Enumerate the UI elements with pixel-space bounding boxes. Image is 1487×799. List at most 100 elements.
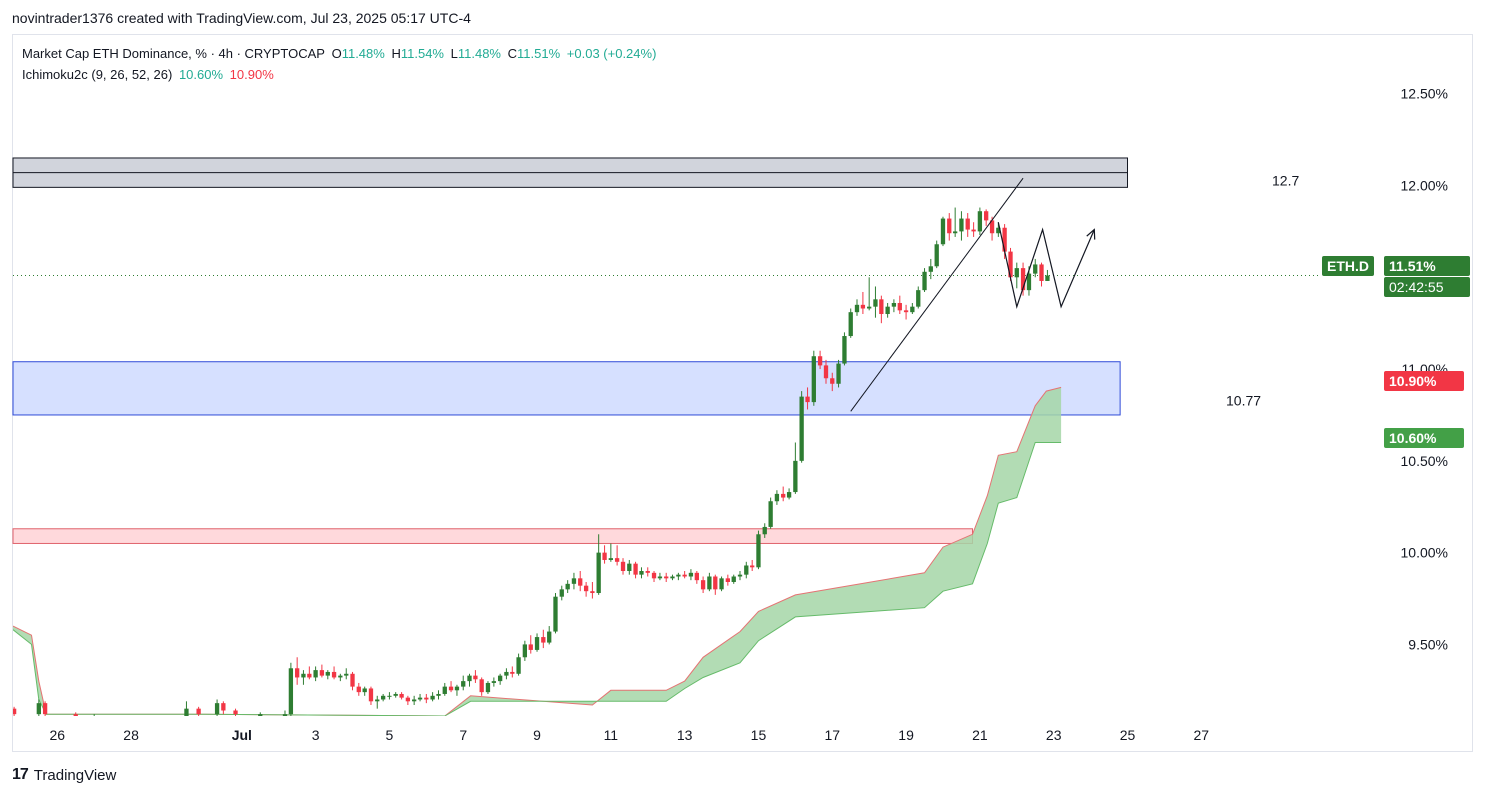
x-tick-label: 9	[533, 727, 541, 743]
legend-open-label: O	[331, 46, 342, 61]
candle-body	[922, 271, 927, 291]
legend-title: Market Cap ETH Dominance, % · 4h · CRYPT…	[22, 46, 325, 61]
candle-body	[639, 570, 644, 575]
candle-body	[627, 563, 632, 571]
candle-body	[670, 576, 675, 579]
legend-high-label: H	[391, 46, 401, 61]
candle-body	[657, 576, 663, 579]
candle-body	[768, 501, 773, 527]
candle-body	[325, 671, 330, 676]
candle-body	[947, 218, 952, 234]
candle-body	[288, 668, 294, 715]
candle-body	[522, 644, 528, 658]
candle-body	[731, 576, 736, 583]
candle-body	[534, 637, 540, 650]
candle-body	[344, 673, 349, 676]
candle-body	[184, 708, 189, 716]
candle-body	[725, 578, 730, 583]
candle-body	[805, 396, 810, 403]
x-tick-label: Jul	[232, 727, 252, 743]
candle-body	[393, 693, 398, 696]
candle-body	[633, 563, 638, 575]
candle-body	[854, 304, 860, 313]
candle-body	[430, 695, 435, 700]
candle-body	[479, 679, 484, 693]
candle-body	[891, 302, 897, 307]
candle-body	[707, 576, 712, 590]
candle-body	[860, 304, 866, 309]
ichimoku-cloud	[13, 387, 1062, 716]
candle-body	[399, 693, 404, 698]
candle-body	[965, 218, 970, 230]
candle-body	[786, 492, 792, 498]
candle-body	[897, 302, 902, 311]
candle-body	[885, 306, 890, 315]
candle-body	[578, 578, 583, 586]
candle-body	[319, 670, 325, 676]
x-tick-label: 5	[386, 727, 394, 743]
candle-body	[737, 574, 743, 577]
candle-body	[448, 686, 454, 691]
candle-body	[682, 574, 687, 577]
candle-body	[331, 671, 337, 678]
symbol-badge: ETH.D	[1322, 256, 1374, 276]
legend-open-value: 11.48%	[341, 46, 385, 61]
y-tick-label: 10.50%	[1401, 453, 1448, 469]
candle-body	[719, 578, 724, 590]
candle-body	[811, 356, 816, 403]
candle-body	[282, 714, 288, 716]
candle-body	[553, 596, 558, 632]
y-tick-label: 12.00%	[1401, 178, 1448, 194]
candle-body	[984, 211, 989, 221]
legend-high-value: 11.54%	[400, 46, 444, 61]
x-tick-label: 28	[123, 727, 139, 743]
attribution-text: novintrader1376 created with TradingView…	[12, 10, 471, 26]
span-a-badge: 10.90%	[1384, 371, 1464, 391]
candle-body	[762, 526, 767, 535]
candle-body	[368, 688, 374, 702]
candle-body	[473, 675, 478, 680]
candle-body	[42, 703, 48, 715]
candle-body	[307, 673, 312, 678]
legend-close-value: 11.51%	[517, 46, 561, 61]
candle-body	[688, 572, 694, 577]
candle-body	[497, 675, 503, 682]
candle-body	[959, 218, 964, 232]
candle-body	[571, 578, 577, 584]
candle-body	[417, 697, 423, 700]
candle-body	[356, 686, 361, 693]
candle-body	[744, 565, 749, 575]
legend-change: +0.03 (+0.24%)	[566, 46, 657, 61]
candle-body	[516, 657, 521, 674]
span-b-badge: 10.60%	[1384, 428, 1464, 448]
x-tick-label: 7	[459, 727, 467, 743]
candle-body	[350, 673, 355, 687]
candle-body	[916, 290, 921, 307]
demand-zone	[12, 528, 974, 544]
candle-body	[510, 671, 515, 674]
candle-body	[1026, 273, 1032, 291]
x-tick-label: 19	[898, 727, 914, 743]
candle-body	[547, 631, 552, 643]
candle-body	[442, 686, 447, 694]
candle-body	[608, 558, 613, 560]
candle-body	[258, 714, 263, 716]
footer-brand[interactable]: 17 TradingView	[12, 766, 116, 784]
support-zone	[12, 361, 1121, 416]
candle-body	[301, 673, 306, 678]
legend-low-value: 11.48%	[457, 46, 501, 61]
candle-body	[823, 365, 829, 379]
x-tick-label: 23	[1046, 727, 1062, 743]
legend-indicator-line[interactable]: Ichimoku2c (9, 26, 52, 26) 10.60% 10.90%	[22, 67, 277, 82]
candle-body	[848, 312, 853, 337]
legend-low-label: L	[450, 46, 458, 61]
candle-body	[953, 231, 958, 234]
candle-body	[541, 637, 546, 643]
candle-body	[233, 710, 238, 715]
candle-body	[903, 310, 909, 313]
candle-body	[602, 552, 607, 560]
candle-body	[528, 644, 533, 650]
candle-body	[664, 576, 669, 579]
candle-body	[295, 668, 300, 678]
